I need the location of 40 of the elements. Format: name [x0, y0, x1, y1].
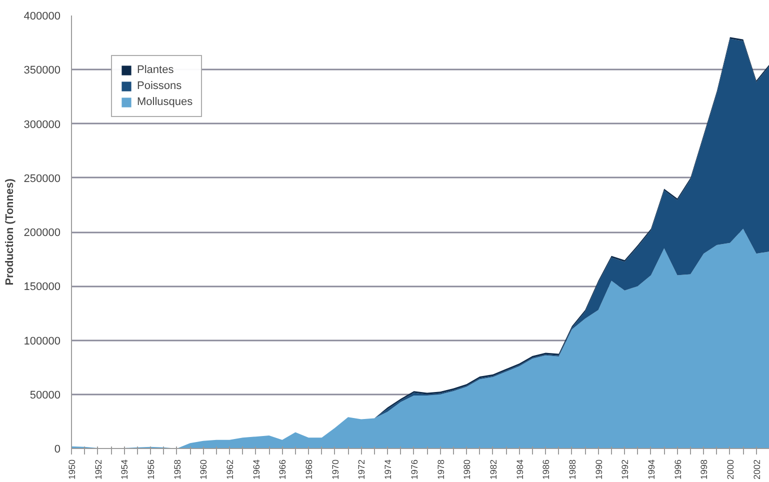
- x-tick-label: 1950: [67, 459, 77, 480]
- y-tick-label: 200000: [24, 227, 61, 239]
- legend-label: Plantes: [137, 64, 174, 76]
- x-tick-label: 1966: [278, 459, 288, 480]
- x-tick-label: 1970: [330, 459, 340, 480]
- x-tick-label: 1998: [699, 459, 710, 480]
- y-tick-label: 50000: [30, 389, 61, 402]
- x-tick-label: 1960: [198, 459, 209, 480]
- y-tick-label: 350000: [24, 64, 61, 77]
- y-tick-label: 400000: [24, 10, 61, 22]
- y-tick-label: 250000: [24, 172, 61, 185]
- x-tick-label: 1986: [541, 459, 552, 480]
- y-tick-label: 0: [54, 444, 61, 456]
- x-tick-label: 1980: [462, 459, 472, 480]
- x-tick-label: 2002: [752, 459, 762, 480]
- legend-label: Mollusques: [137, 96, 193, 108]
- x-tick-label: 1996: [672, 459, 683, 480]
- x-tick-label: 1974: [383, 459, 394, 480]
- x-tick-label: 1976: [409, 459, 420, 480]
- y-tick-label: 100000: [24, 335, 61, 348]
- y-axis-title: Production (Tonnes): [4, 178, 16, 286]
- x-tick-label: 1982: [488, 459, 498, 480]
- x-tick-label: 1994: [646, 459, 656, 480]
- x-tick-label: 1972: [356, 459, 367, 480]
- x-tick-label: 1984: [514, 459, 525, 480]
- legend-label: Poissons: [137, 80, 182, 92]
- x-tick-label: 1952: [93, 459, 104, 480]
- x-tick-label: 1978: [436, 459, 446, 480]
- x-tick-label: 1990: [594, 459, 604, 480]
- x-tick-label: 1968: [304, 459, 314, 480]
- x-tick-label: 1958: [172, 459, 182, 480]
- y-tick-label: 150000: [24, 281, 61, 294]
- x-tick-label: 1956: [146, 459, 156, 480]
- y-tick-label: 300000: [24, 118, 61, 131]
- x-tick-label: 2000: [725, 459, 736, 480]
- x-tick-label: 1988: [567, 459, 578, 480]
- x-tick-label: 1992: [620, 459, 630, 480]
- x-tick-label: 1962: [225, 459, 236, 480]
- x-tick-label: 1964: [251, 459, 262, 480]
- x-tick-label: 1954: [120, 459, 130, 480]
